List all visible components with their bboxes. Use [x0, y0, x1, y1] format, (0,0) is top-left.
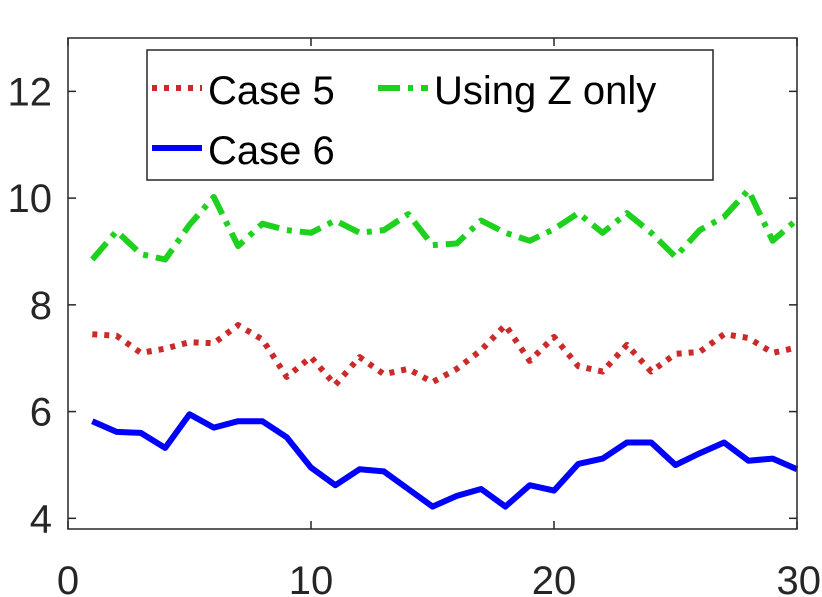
x-tick-label: 30 [777, 559, 822, 597]
plot-frame [67, 37, 798, 530]
x-tick-label: 0 [57, 559, 79, 597]
legend-entry-case-5: Case 5 [152, 69, 335, 113]
series-line-case-6 [91, 411, 799, 510]
y-tick-label: 8 [30, 284, 52, 328]
legend-label-using-z-only: Using Z only [434, 69, 656, 113]
series-layer [90, 187, 799, 510]
legend: Case 5 Using Z only Case 6 [146, 49, 714, 181]
legend-box [146, 49, 714, 181]
legend-label-case-6: Case 6 [208, 129, 335, 173]
y-tick-label: 4 [30, 497, 52, 541]
series-line-case-5 [92, 322, 798, 388]
x-tick-label: 10 [289, 559, 334, 597]
x-tick-label: 20 [532, 559, 577, 597]
legend-entry-using-z-only: Using Z only [378, 69, 656, 113]
y-tick-label: 10 [8, 177, 53, 221]
y-tick-label: 12 [8, 70, 53, 114]
legend-entry-case-6: Case 6 [152, 129, 335, 173]
legend-label-case-5: Case 5 [208, 69, 335, 113]
y-tick-label: 6 [30, 391, 52, 435]
axis-layer: 0 10 20 30 4 6 8 10 12 [8, 38, 822, 597]
